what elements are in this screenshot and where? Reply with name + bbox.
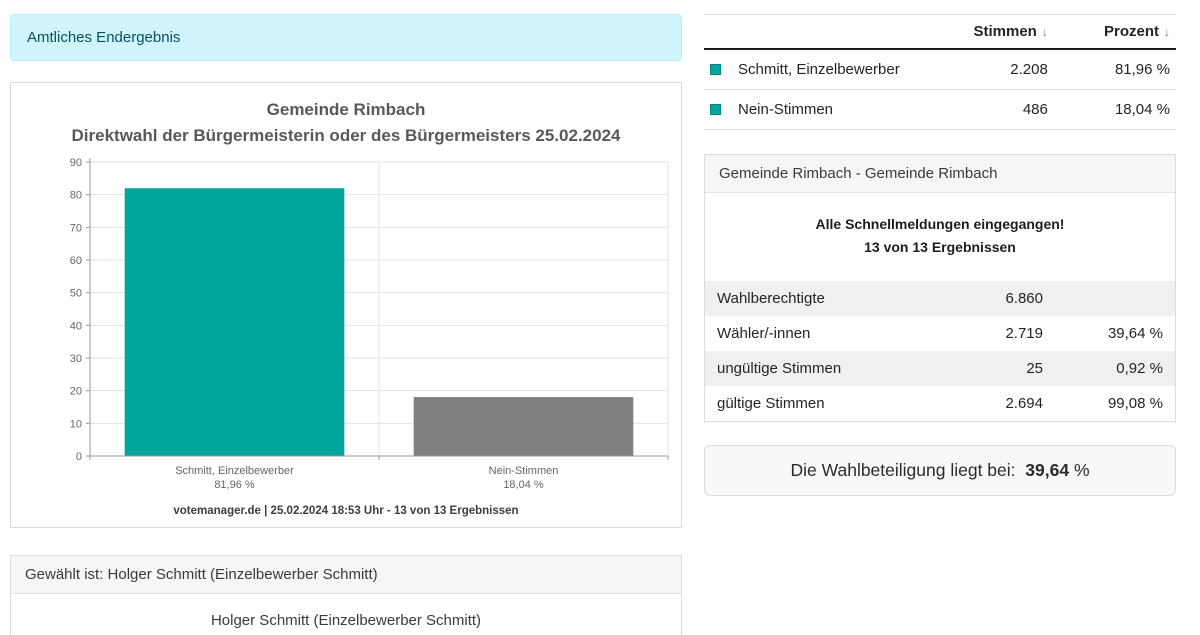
x-category-percent-label: 81,96 % xyxy=(214,479,255,491)
stat-label: gültige Stimmen xyxy=(717,395,825,413)
sort-header-prozent[interactable]: Prozent ↓ xyxy=(1053,14,1176,50)
chart-caption: votemanager.de | 25.02.2024 18:53 Uhr - … xyxy=(173,504,519,517)
stimmen-header-label: Stimmen xyxy=(973,23,1037,40)
y-tick-label: 0 xyxy=(76,451,82,463)
bar-chart: 0 10 20 30 40 50 60 70 80 90 Schmitt, Einzelbewerb… xyxy=(20,154,672,503)
chart-card: Gemeinde Rimbach Direktwahl der Bürgerme… xyxy=(10,82,682,528)
stat-label: Wähler/-innen xyxy=(717,325,811,343)
turnout-panel: Die Wahlbeteiligung liegt bei: 39,64 % xyxy=(704,445,1176,497)
chart-title: Gemeinde Rimbach Direktwahl der Bürgerme… xyxy=(19,97,673,150)
candidate-votes: 2.208 xyxy=(931,49,1054,90)
x-category-label: Nein-Stimmen xyxy=(489,465,559,477)
chart-title-line1: Gemeinde Rimbach xyxy=(266,100,426,119)
official-result-banner: Amtliches Endergebnis xyxy=(10,14,682,61)
elected-card-header: Gewählt ist: Holger Schmitt (Einzelbewer… xyxy=(11,555,681,594)
stat-label: ungültige Stimmen xyxy=(717,360,842,378)
candidate-cell: Schmitt, Einzelbewerber xyxy=(704,49,932,90)
candidate-votes: 486 xyxy=(931,89,1054,130)
y-tick-label: 70 xyxy=(70,222,82,234)
bar-nein-stimmen[interactable] xyxy=(413,396,634,456)
right-column: Stimmen ↓ Prozent ↓ Schmitt, Einzelbewerbe… xyxy=(704,10,1176,635)
stats-row: gültige Stimmen 2.694 99,08 % xyxy=(705,386,1175,421)
stat-percent xyxy=(1057,281,1175,316)
candidate-color-marker-icon xyxy=(710,64,721,75)
table-row: Nein-Stimmen 486 18,04 % xyxy=(704,89,1176,130)
stat-percent: 99,08 % xyxy=(1107,395,1163,413)
elected-candidate-name: Holger Schmitt (Einzelbewerber Schmitt) xyxy=(210,611,482,629)
district-stats-table: Wahlberechtigte 6.860 Wähler/-innen 2.71… xyxy=(705,281,1175,421)
turnout-prefix: Die Wahlbeteiligung liegt bei: xyxy=(790,460,1016,481)
y-tick-label: 80 xyxy=(70,189,82,201)
table-row: Schmitt, Einzelbewerber 2.208 81,96 % xyxy=(704,49,1176,90)
stat-percent: 39,64 % xyxy=(1107,325,1163,343)
results-table-header-row: Stimmen ↓ Prozent ↓ xyxy=(704,14,1176,50)
stats-row: ungültige Stimmen 25 0,92 % xyxy=(705,351,1175,387)
bar-chart-svg: 0 10 20 30 40 50 60 70 80 90 Schmitt, Einzelbewerb… xyxy=(70,157,669,491)
y-tick-label: 60 xyxy=(70,255,82,267)
x-category-percent-label: 18,04 % xyxy=(503,479,544,491)
y-tick-label: 20 xyxy=(70,385,82,397)
district-card: Gemeinde Rimbach - Gemeinde Rimbach Alle… xyxy=(704,154,1176,423)
stat-label: Wahlberechtigte xyxy=(717,290,825,308)
y-tick-label: 50 xyxy=(70,287,82,299)
official-result-label: Amtliches Endergebnis xyxy=(27,29,181,46)
stat-value: 2.719 xyxy=(1005,325,1043,343)
candidate-percent: 18,04 % xyxy=(1053,89,1176,130)
elected-card: Gewählt ist: Holger Schmitt (Einzelbewer… xyxy=(10,554,682,635)
stat-value: 25 xyxy=(1026,360,1043,378)
status-message-line1: Alle Schnellmeldungen eingegangen! xyxy=(815,216,1065,232)
left-column: Amtliches Endergebnis Gemeinde Rimbach D… xyxy=(10,10,682,635)
y-tick-label: 40 xyxy=(70,320,82,332)
prozent-header-label: Prozent xyxy=(1103,23,1159,40)
stats-row: Wahlberechtigte 6.860 xyxy=(705,281,1175,317)
y-tick-label: 30 xyxy=(70,353,82,365)
turnout-value: 39,64 xyxy=(1025,460,1070,481)
results-table: Stimmen ↓ Prozent ↓ Schmitt, Einzelbewerbe… xyxy=(704,14,1176,130)
district-card-header: Gemeinde Rimbach - Gemeinde Rimbach xyxy=(705,155,1175,193)
district-status-message: Alle Schnellmeldungen eingegangen! 13 vo… xyxy=(705,193,1175,281)
y-tick-label: 10 xyxy=(70,418,82,430)
sort-header-stimmen[interactable]: Stimmen ↓ xyxy=(931,14,1054,50)
sort-down-icon[interactable]: ↓ xyxy=(1164,25,1170,39)
x-category-label: Schmitt, Einzelbewerber xyxy=(175,465,294,477)
stat-value: 6.860 xyxy=(1005,290,1043,308)
turnout-suffix: % xyxy=(1073,460,1090,481)
chart-title-line2: Direktwahl der Bürgermeisterin oder des … xyxy=(71,126,621,146)
stat-percent: 0,92 % xyxy=(1116,360,1163,378)
y-tick-label: 90 xyxy=(70,157,82,169)
stats-row: Wähler/-innen 2.719 39,64 % xyxy=(705,316,1175,351)
candidate-color-marker-icon xyxy=(710,104,721,115)
sort-down-icon[interactable]: ↓ xyxy=(1041,25,1048,39)
status-message-line2: 13 von 13 Ergebnissen xyxy=(864,239,1016,256)
candidate-cell: Nein-Stimmen xyxy=(704,89,932,130)
candidate-name: Schmitt, Einzelbewerber xyxy=(738,61,900,78)
results-table-header-empty xyxy=(704,14,932,50)
stat-value: 2.694 xyxy=(1005,395,1043,413)
candidate-name: Nein-Stimmen xyxy=(738,101,834,118)
candidate-percent: 81,96 % xyxy=(1053,49,1176,90)
bar-schmitt-einzelbewerber[interactable] xyxy=(124,187,345,456)
